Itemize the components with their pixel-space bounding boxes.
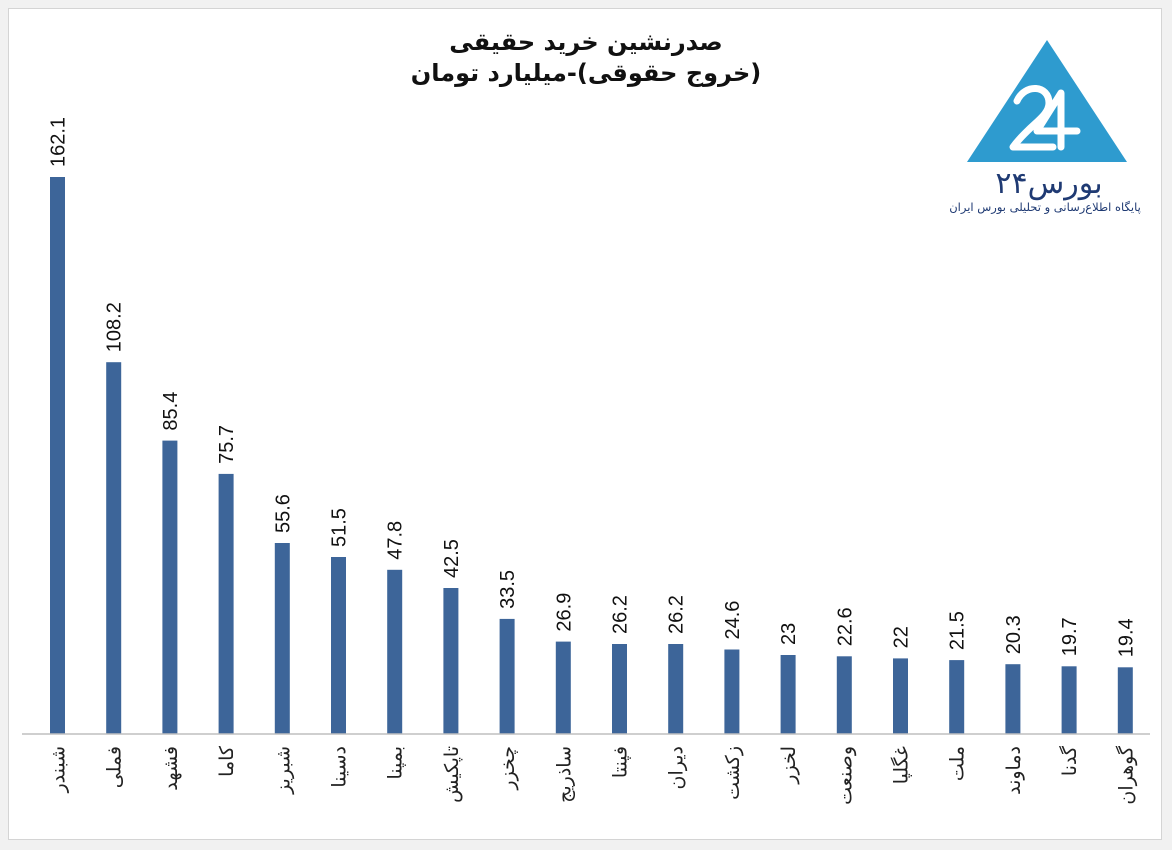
bar: [893, 658, 908, 734]
bar: [50, 177, 65, 734]
value-label: 85.4: [160, 392, 182, 431]
category-label: دماوند: [1003, 746, 1025, 795]
value-label: 22: [891, 626, 913, 648]
value-label: 26.2: [610, 595, 632, 634]
category-label: فپنتا: [610, 746, 632, 778]
bourse24-logo: بورس۲۴ پایگاه اطلاع‌رسانی و تحلیلی بورس …: [949, 40, 1141, 215]
value-label: 22.6: [834, 607, 856, 646]
bar: [612, 644, 627, 734]
category-label: ملت: [947, 746, 969, 781]
category-label: ساذریج: [553, 746, 575, 803]
value-label: 51.5: [329, 508, 351, 547]
bar: [555, 641, 571, 734]
logo-wordmark: بورس۲۴: [995, 166, 1102, 201]
category-label: کاما: [216, 745, 238, 777]
value-label: 26.2: [666, 595, 688, 634]
value-label: 24.6: [722, 601, 744, 640]
category-label: غگلپا: [890, 746, 913, 784]
category-label: بمپنا: [385, 746, 407, 780]
category-label: گوهران: [1114, 745, 1137, 805]
value-label: 75.7: [216, 425, 238, 464]
bar: [1005, 664, 1021, 734]
category-label: لخزر: [778, 746, 800, 785]
category-label: زکشت: [722, 746, 744, 800]
chart-frame: صدرنشین خرید حقیقی (خروج حقوقی)-میلیارد …: [8, 8, 1162, 840]
bar: [443, 588, 459, 734]
bar: [780, 655, 796, 734]
category-label: شبندر: [48, 746, 70, 794]
category-label: وصنعت: [834, 746, 856, 805]
category-label: تاپکیش: [441, 746, 463, 803]
value-label: 20.3: [1003, 615, 1025, 654]
bar: [387, 569, 403, 734]
category-label: فملی: [104, 746, 126, 788]
bar: [949, 660, 965, 734]
bar-chart: صدرنشین خرید حقیقی (خروج حقوقی)-میلیارد …: [22, 28, 1150, 805]
value-label: 42.5: [441, 539, 463, 578]
value-label: 26.9: [553, 593, 575, 632]
bar: [668, 644, 684, 734]
value-label: 19.4: [1115, 618, 1137, 657]
category-label: دسینا: [329, 746, 351, 788]
value-label: 55.6: [272, 494, 294, 533]
value-label: 21.5: [947, 611, 969, 650]
bar: [1061, 666, 1077, 734]
value-label: 33.5: [497, 570, 519, 609]
value-label: 19.7: [1059, 617, 1081, 656]
value-label: 162.1: [48, 117, 70, 167]
bar: [218, 473, 234, 734]
bar: [1117, 667, 1133, 734]
value-labels-group: 162.1 108.2 85.4 75.7 55.6 51.5 47.8 42.5 33.5 26…: [48, 117, 1138, 657]
value-label: 108.2: [104, 302, 126, 352]
value-label: 23: [778, 623, 800, 645]
logo-24-mark-icon: [1009, 85, 1081, 151]
category-label: چخزر: [497, 746, 519, 791]
value-label: 47.8: [385, 521, 407, 560]
bar: [724, 649, 740, 734]
bar: [836, 656, 852, 734]
category-label: گدنا: [1058, 745, 1081, 776]
chart-title: صدرنشین خرید حقیقی: [449, 28, 722, 56]
category-label: فشهد: [160, 746, 182, 791]
chart-titles: صدرنشین خرید حقیقی (خروج حقوقی)-میلیارد …: [411, 28, 761, 87]
category-label: دیران: [666, 746, 688, 789]
bars-group: [50, 177, 1133, 734]
bar: [331, 557, 346, 734]
bar: [274, 543, 290, 734]
logo-tagline: پایگاه اطلاع‌رسانی و تحلیلی بورس ایران: [949, 200, 1141, 215]
category-label: شبریز: [272, 746, 294, 795]
chart-subtitle: (خروج حقوقی)-میلیارد تومان: [411, 59, 761, 87]
bar: [499, 618, 515, 734]
bar: [162, 440, 178, 734]
bar: [106, 362, 122, 734]
category-labels-group: شبندر فملی فشهد کاما شبریز دسینا بمپنا تاپکیش چخ…: [48, 745, 1138, 805]
